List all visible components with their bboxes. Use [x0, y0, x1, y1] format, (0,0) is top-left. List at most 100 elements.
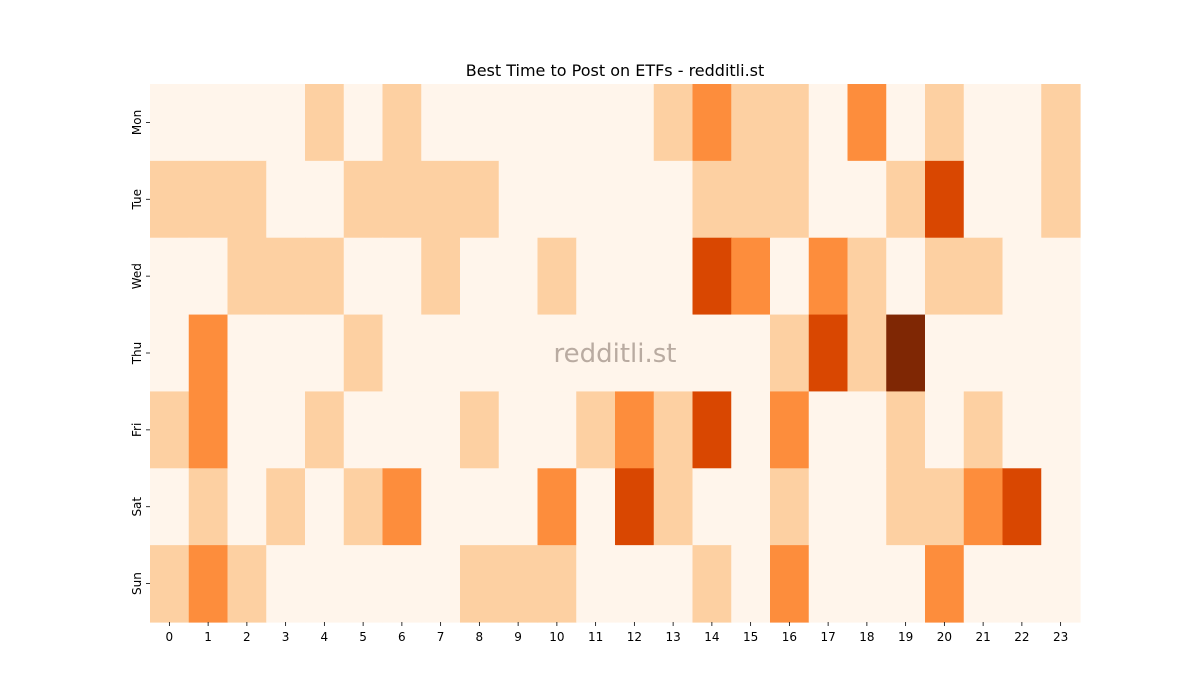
heatmap-cell [576, 237, 616, 316]
heatmap-cell [382, 160, 422, 239]
heatmap-cell [460, 160, 500, 239]
heatmap-cell [343, 84, 384, 162]
heatmap-cell [227, 468, 267, 546]
heatmap-cell [188, 314, 229, 393]
heatmap-cell [188, 160, 229, 239]
heatmap-cell [1041, 314, 1081, 393]
heatmap-cell [963, 391, 1004, 469]
y-tick-label: Tue [130, 189, 144, 211]
x-tick-label: 5 [359, 630, 367, 644]
heatmap-cell [615, 84, 655, 162]
heatmap-cell [150, 545, 190, 623]
y-tick-label: Sun [130, 572, 144, 595]
heatmap-cell [886, 237, 926, 316]
heatmap-cell [692, 84, 732, 162]
heatmap-cell [1002, 391, 1042, 469]
heatmap-cell [731, 468, 771, 546]
heatmap-cell [808, 84, 849, 162]
heatmap-cell [1002, 84, 1042, 162]
x-tick-label: 17 [820, 630, 835, 644]
x-tick-label: 11 [588, 630, 603, 644]
y-tick-label: Fri [130, 423, 144, 437]
heatmap-cell [808, 468, 849, 546]
heatmap-cell [305, 84, 345, 162]
heatmap-cell [343, 468, 384, 546]
heatmap-cell [537, 314, 577, 393]
heatmap-cell [886, 391, 926, 469]
heatmap-cell [963, 545, 1004, 623]
heatmap-cell [421, 84, 461, 162]
heatmap-cell [227, 84, 267, 162]
heatmap-cell [576, 314, 616, 393]
heatmap-cell [460, 237, 500, 316]
heatmap-cell [963, 84, 1004, 162]
heatmap-cell [537, 84, 577, 162]
y-axis: Mon Tue Wed Thu Fri Sat Sun [130, 110, 150, 595]
heatmap-cell [188, 391, 229, 469]
heatmap-cell [421, 545, 461, 623]
heatmap-cell [498, 391, 539, 469]
heatmap-cell [421, 314, 461, 393]
heatmap-cell [382, 237, 422, 316]
heatmap-cell [925, 160, 965, 239]
heatmap-cell [770, 314, 810, 393]
heatmap-cell [1041, 468, 1081, 546]
heatmap-cell [421, 237, 461, 316]
watermark: redditli.st [554, 339, 677, 369]
heatmap-cell [615, 160, 655, 239]
x-tick-label: 9 [514, 630, 522, 644]
heatmap-cell [886, 468, 926, 546]
heatmap-cell [227, 160, 267, 239]
heatmap-cell [886, 314, 926, 393]
heatmap-cell [770, 84, 810, 162]
heatmap-cell [460, 545, 500, 623]
heatmap-cell [731, 314, 771, 393]
heatmap-cell [692, 391, 732, 469]
heatmap-cell [576, 468, 616, 546]
heatmap-cell [227, 237, 267, 316]
x-tick-label: 14 [704, 630, 719, 644]
heatmap-cell [537, 468, 577, 546]
heatmap-cell [498, 160, 539, 239]
x-tick-label: 7 [437, 630, 445, 644]
heatmap-cell [150, 314, 190, 393]
heatmap-cell [731, 84, 771, 162]
y-tick-label: Thu [130, 342, 144, 366]
heatmap-cell [653, 391, 694, 469]
heatmap-cell [537, 545, 577, 623]
heatmap-cell [266, 160, 306, 239]
heatmap-cell [615, 237, 655, 316]
heatmap-cell [421, 391, 461, 469]
heatmap-cell [615, 391, 655, 469]
heatmap-cell [498, 468, 539, 546]
heatmap-cell [305, 545, 345, 623]
heatmap-cell [808, 160, 849, 239]
heatmap-cell [266, 545, 306, 623]
heatmap-cell [382, 84, 422, 162]
heatmap-cell [615, 545, 655, 623]
heatmap-cell [1041, 391, 1081, 469]
chart-title: Best Time to Post on ETFs - redditli.st [466, 61, 765, 80]
heatmap-cell [1002, 160, 1042, 239]
heatmap-cell [150, 84, 190, 162]
heatmap-cell [925, 314, 965, 393]
heatmap-cell [537, 237, 577, 316]
heatmap-cell [692, 314, 732, 393]
heatmap-cell [1041, 160, 1081, 239]
x-tick-label: 12 [627, 630, 642, 644]
heatmap-cell [731, 545, 771, 623]
heatmap-cell [731, 391, 771, 469]
heatmap-cell [150, 468, 190, 546]
heatmap-cell [227, 391, 267, 469]
heatmap-cell [963, 237, 1004, 316]
heatmap-cell [692, 160, 732, 239]
heatmap-cell [653, 160, 694, 239]
heatmap-cells [150, 84, 1081, 623]
heatmap-cell [576, 545, 616, 623]
heatmap-cell [266, 314, 306, 393]
y-tick-label: Mon [130, 110, 144, 135]
heatmap-cell [266, 84, 306, 162]
heatmap-cell [266, 391, 306, 469]
heatmap-cell [460, 391, 500, 469]
